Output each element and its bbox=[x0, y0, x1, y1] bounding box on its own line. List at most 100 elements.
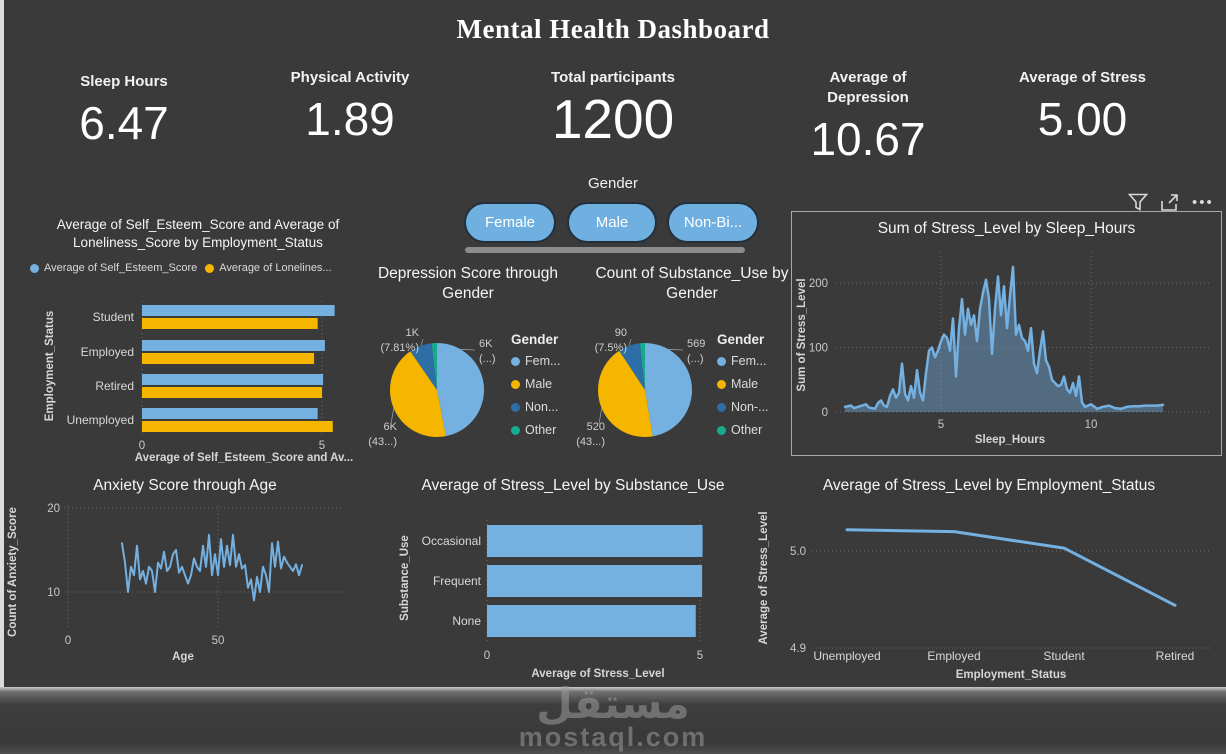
svg-text:Frequent: Frequent bbox=[433, 574, 482, 588]
kpi-average-stress: Average of Stress 5.00 bbox=[1010, 68, 1155, 144]
x-axis-title: Employment_Status bbox=[955, 669, 1067, 681]
gender-slicer-label: Gender bbox=[587, 175, 639, 192]
svg-text:(...): (...) bbox=[687, 353, 704, 365]
svg-text:(7.81%): (7.81%) bbox=[380, 342, 419, 354]
legend-label: Fem... bbox=[525, 354, 561, 368]
svg-text:Employed: Employed bbox=[927, 649, 980, 663]
svg-text:Retired: Retired bbox=[1156, 649, 1195, 663]
more-options-icon[interactable]: ••• bbox=[1192, 193, 1214, 211]
x-axis-title: Sleep_Hours bbox=[974, 434, 1046, 446]
svg-text:0: 0 bbox=[484, 650, 490, 662]
filter-icon[interactable] bbox=[1128, 193, 1148, 212]
legend-item[interactable]: Other bbox=[717, 423, 769, 437]
svg-text:Occasional: Occasional bbox=[422, 534, 481, 548]
svg-text:50: 50 bbox=[212, 635, 225, 647]
svg-text:Unemployed: Unemployed bbox=[813, 649, 880, 663]
chart-title-stress-sleep: Sum of Stress_Level by Sleep_Hours bbox=[877, 220, 1136, 237]
svg-text:Retired: Retired bbox=[95, 379, 134, 393]
legend-item[interactable]: Fem... bbox=[717, 354, 769, 368]
grouped-bar-chart-self-esteem-loneliness[interactable]: 0 5 Student Employed Retired Unemployed bbox=[10, 295, 365, 470]
legend-item[interactable]: Fem... bbox=[511, 354, 560, 368]
legend-item[interactable]: Non-... bbox=[717, 400, 769, 414]
kpi-label: Average of Stress bbox=[1018, 69, 1146, 86]
chart-title-depression-pie: Depression Score through Gender bbox=[377, 265, 559, 302]
legend-item[interactable]: Non... bbox=[511, 400, 560, 414]
svg-text:0: 0 bbox=[139, 440, 145, 452]
svg-text:4.9: 4.9 bbox=[790, 643, 806, 655]
svg-text:100: 100 bbox=[809, 343, 828, 355]
kpi-value: 6.47 bbox=[79, 97, 169, 149]
svg-text:5: 5 bbox=[319, 440, 325, 452]
x-axis-title: Age bbox=[172, 651, 194, 663]
legend-item[interactable]: Male bbox=[511, 377, 560, 391]
focus-mode-icon[interactable] bbox=[1160, 193, 1180, 212]
svg-text:10: 10 bbox=[1085, 419, 1098, 431]
svg-text:10: 10 bbox=[47, 587, 60, 599]
legend-title: Gender bbox=[511, 332, 559, 347]
legend-label: Other bbox=[731, 423, 763, 437]
pie-chart-depression-by-gender[interactable]: 6K (...) 6K (43...) 1K (7.81%) bbox=[360, 315, 575, 465]
legend-label: Other bbox=[525, 423, 557, 437]
page-title: Mental Health Dashboard bbox=[456, 14, 770, 44]
chart-title-substance-pie: Count of Substance_Use by Gender bbox=[595, 265, 789, 302]
legend-item[interactable]: Average of Self_Esteem_Score bbox=[30, 262, 197, 274]
slicer-option-female[interactable]: Female bbox=[464, 202, 556, 243]
slicer-option-male[interactable]: Male bbox=[567, 202, 657, 243]
svg-text:90: 90 bbox=[615, 327, 627, 339]
svg-text:200: 200 bbox=[809, 278, 828, 290]
chart-title-stress-employment: Average of Stress_Level by Employment_St… bbox=[822, 477, 1156, 494]
bar-chart-stress-by-substance[interactable]: 0 5 Occasional Frequent None bbox=[395, 515, 730, 665]
kpi-label: Sleep Hours bbox=[80, 73, 168, 90]
x-axis-title: Average of Stress_Level bbox=[531, 668, 665, 680]
legend-depression-pie: Gender Fem... Male Non... Other bbox=[511, 332, 560, 446]
chart-title-stress-substance: Average of Stress_Level by Substance_Use bbox=[421, 477, 725, 494]
y-axis-title: Sum of Stress_Level bbox=[796, 278, 808, 392]
legend-label: Average of Self_Esteem_Score bbox=[44, 262, 198, 274]
svg-text:5: 5 bbox=[697, 650, 703, 662]
y-axis-title: Employment_Status bbox=[44, 310, 56, 422]
line-chart-anxiety-by-age[interactable]: 0 50 10 20 bbox=[20, 498, 350, 650]
svg-text:(...): (...) bbox=[479, 353, 496, 365]
legend-label: Male bbox=[525, 377, 553, 391]
svg-text:Employed: Employed bbox=[81, 345, 134, 359]
svg-text:Unemployed: Unemployed bbox=[67, 413, 134, 427]
window-edge-strip bbox=[0, 0, 4, 687]
svg-text:0: 0 bbox=[822, 407, 828, 419]
legend-title: Gender bbox=[717, 332, 765, 347]
svg-text:6K: 6K bbox=[384, 421, 398, 433]
chart-title-self-esteem-loneliness: Average of Self_Esteem_Score and Average… bbox=[56, 217, 340, 250]
x-axis-title: Average of Self_Esteem_Score and Av... bbox=[134, 452, 354, 464]
legend-dot bbox=[717, 425, 726, 435]
legend-item[interactable]: Average of Lonelines... bbox=[205, 262, 332, 274]
svg-text:0: 0 bbox=[65, 635, 71, 647]
kpi-total-participants: Total participants 1200 bbox=[463, 68, 763, 148]
legend-item[interactable]: Male bbox=[717, 377, 769, 391]
kpi-value: 1200 bbox=[551, 88, 675, 150]
slicer-option-non-binary[interactable]: Non-Bi... bbox=[667, 202, 759, 243]
line-chart-stress-by-employment[interactable]: 5.0 4.9 Unemployed Employed Student Retired bbox=[770, 508, 1215, 666]
kpi-value: 5.00 bbox=[1037, 93, 1128, 145]
svg-text:520: 520 bbox=[587, 421, 605, 433]
kpi-value: 1.89 bbox=[305, 93, 395, 145]
slicer-scrollbar[interactable] bbox=[465, 247, 745, 253]
legend-label: Non-... bbox=[731, 400, 769, 414]
legend-label: Male bbox=[731, 377, 759, 391]
legend-dot-yellow bbox=[205, 263, 215, 273]
kpi-label: Physical Activity bbox=[290, 69, 410, 86]
kpi-label: Average of Depression bbox=[827, 69, 909, 106]
legend-dot bbox=[511, 356, 520, 366]
svg-text:Student: Student bbox=[93, 310, 135, 324]
pie-chart-substance-use-by-gender[interactable]: 569 (...) 520 (43...) 90 (7.5%) bbox=[568, 315, 783, 465]
legend-item[interactable]: Other bbox=[511, 423, 560, 437]
kpi-physical-activity: Physical Activity 1.89 bbox=[280, 68, 420, 144]
legend-dot bbox=[511, 425, 520, 435]
svg-text:(7.5%): (7.5%) bbox=[595, 342, 627, 354]
legend-dot bbox=[717, 402, 726, 412]
svg-text:(43...): (43...) bbox=[368, 436, 397, 448]
y-axis-title: Average of Stress_Level bbox=[758, 511, 770, 645]
svg-text:569: 569 bbox=[687, 338, 705, 350]
kpi-sleep-hours: Sleep Hours 6.47 bbox=[24, 72, 224, 148]
legend-substance-pie: Gender Fem... Male Non-... Other bbox=[717, 332, 769, 446]
chart-title-anxiety-age: Anxiety Score through Age bbox=[93, 477, 277, 494]
